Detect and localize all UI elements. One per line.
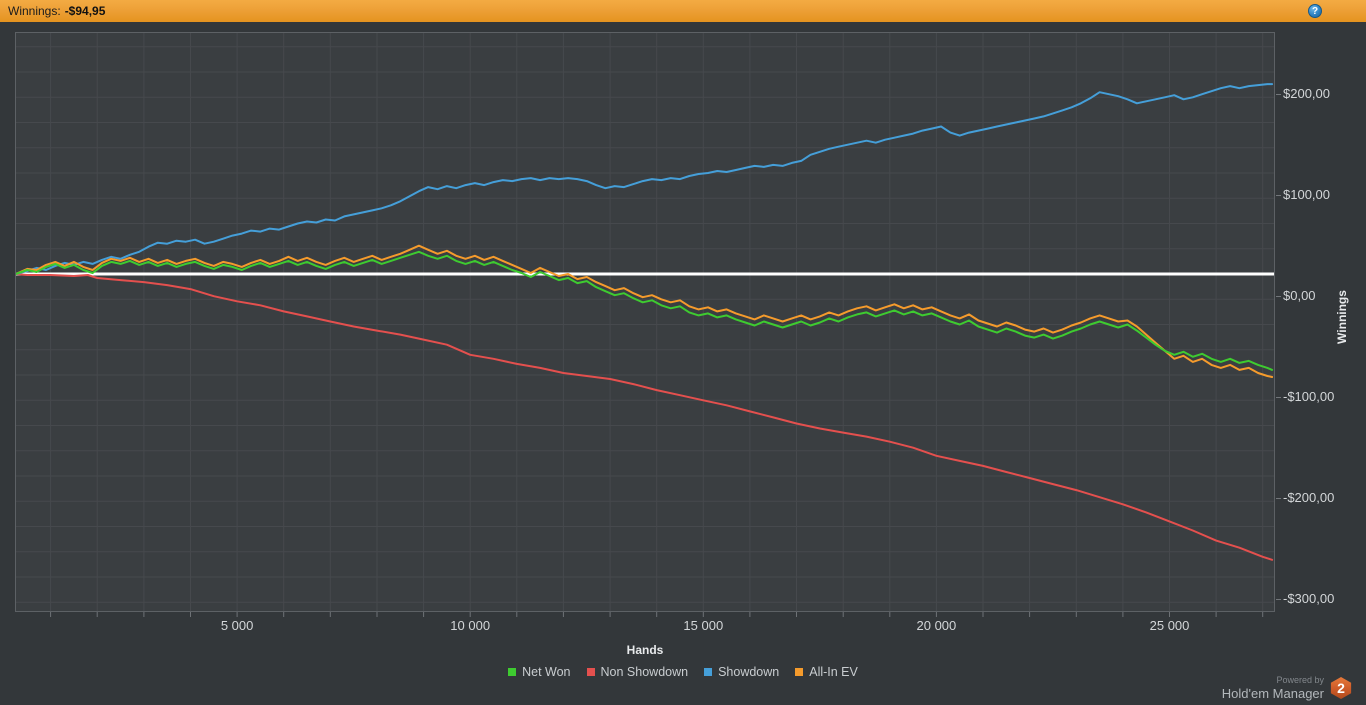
x-tick-label: 15 000: [683, 618, 724, 633]
winnings-label: Winnings:: [8, 4, 61, 18]
y-axis-tick: [1276, 295, 1281, 297]
y-axis-title: Winnings: [1335, 290, 1349, 344]
app-name-text: Hold'em Manager: [1221, 686, 1324, 701]
x-axis-title: Hands: [626, 643, 664, 657]
x-tick-label: 20 000: [916, 618, 957, 633]
legend-label: All-In EV: [809, 665, 858, 679]
hm2-logo-icon: 2: [1330, 677, 1352, 699]
help-icon[interactable]: ?: [1308, 4, 1322, 18]
legend: Net Won Non Showdown Showdown All-In EV: [0, 661, 1366, 683]
legend-label: Net Won: [522, 665, 571, 679]
legend-swatch-showdown: [704, 668, 713, 676]
plot-area[interactable]: [15, 32, 1275, 620]
series-line-non-showdown: [15, 273, 1274, 561]
y-tick-label: $0,00: [1283, 288, 1316, 303]
legend-label: Non Showdown: [600, 665, 689, 679]
powered-by-text: Powered by: [1276, 675, 1324, 685]
legend-swatch-net-won: [508, 668, 517, 676]
y-axis-tick: [1276, 194, 1281, 196]
series-line-showdown: [15, 83, 1274, 275]
y-axis-tick: [1276, 497, 1281, 499]
winnings-toolbar: Winnings: -$94,95 ?: [0, 0, 1366, 22]
legend-item-showdown[interactable]: Showdown: [704, 665, 779, 679]
x-tick-label: 10 000: [450, 618, 491, 633]
y-tick-label: -$200,00: [1283, 490, 1335, 505]
legend-swatch-all-in-ev: [795, 668, 804, 676]
y-tick-label: $200,00: [1283, 86, 1330, 101]
y-tick-label: -$300,00: [1283, 591, 1335, 606]
series-line-all-in-ev: [15, 244, 1274, 378]
legend-swatch-non-showdown: [586, 668, 595, 676]
legend-item-non-showdown[interactable]: Non Showdown: [586, 665, 689, 679]
series-line-net-won: [15, 250, 1274, 371]
winnings-value: -$94,95: [64, 4, 106, 18]
y-axis-tick: [1276, 93, 1281, 95]
y-axis-tick: [1276, 598, 1281, 600]
legend-label: Showdown: [718, 665, 780, 679]
plot-background: [15, 32, 1275, 612]
winnings-graph: $200,00 $100,00 $0,00 -$100,00 -$200,00 -$300…: [0, 22, 1366, 705]
legend-item-all-in-ev[interactable]: All-In EV: [795, 665, 858, 679]
legend-item-net-won[interactable]: Net Won: [508, 665, 571, 679]
plot-border: [15, 32, 1275, 612]
y-axis-tick: [1276, 396, 1281, 398]
powered-by-branding: Powered by Hold'em Manager 2: [1222, 675, 1352, 701]
x-tick-label: 5 000: [220, 618, 254, 633]
y-tick-label: -$100,00: [1283, 389, 1335, 404]
x-tick-label: 25 000: [1149, 618, 1190, 633]
y-tick-label: $100,00: [1283, 187, 1330, 202]
